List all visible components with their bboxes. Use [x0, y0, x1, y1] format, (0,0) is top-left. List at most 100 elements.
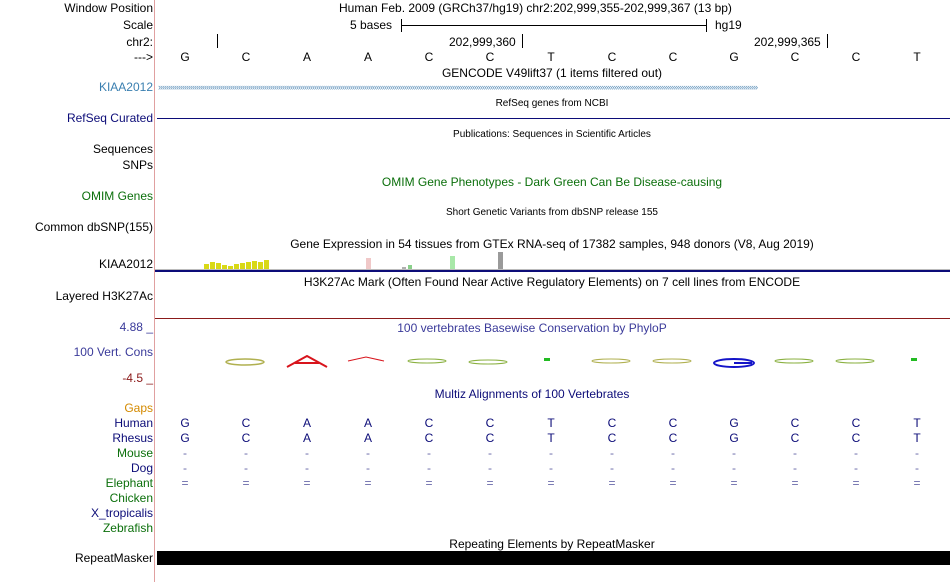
- refseq-track-title: RefSeq genes from NCBI: [495, 98, 609, 109]
- scale-db: hg19: [715, 18, 742, 32]
- gtex-bar: [264, 260, 269, 270]
- mouse-aligned-base: -: [549, 446, 553, 460]
- sequence-base: C: [790, 50, 800, 64]
- dog-aligned-base: -: [427, 461, 431, 475]
- dbsnp-track-label[interactable]: Common dbSNP(155): [34, 220, 153, 234]
- sequence-base: A: [302, 50, 311, 64]
- phylop-max-label: 4.88 _: [119, 320, 153, 334]
- species-label-dog[interactable]: Dog: [130, 461, 153, 475]
- elephant-aligned-base: =: [608, 476, 616, 490]
- rhesus-aligned-base: T: [913, 431, 921, 445]
- logo-g-small: [225, 358, 265, 366]
- logo-c-small: [835, 358, 875, 364]
- logo-t-small: [911, 358, 917, 361]
- refseq-gene-feature[interactable]: [157, 118, 950, 119]
- mouse-aligned-base: -: [366, 446, 370, 460]
- mouse-aligned-base: -: [610, 446, 614, 460]
- label-column-divider: [154, 0, 155, 582]
- repeatmasker-track-label[interactable]: RepeatMasker: [74, 551, 153, 565]
- logo-c-small: [591, 358, 631, 364]
- rhesus-aligned-base: G: [180, 431, 190, 445]
- mouse-aligned-base: -: [732, 446, 736, 460]
- gtex-gene-line: [155, 270, 950, 272]
- elephant-aligned-base: =: [669, 476, 677, 490]
- sequence-base: G: [729, 50, 739, 64]
- sequence-base: C: [851, 50, 861, 64]
- elephant-aligned-base: =: [364, 476, 372, 490]
- elephant-aligned-base: =: [547, 476, 555, 490]
- rhesus-aligned-base: C: [790, 431, 800, 445]
- elephant-aligned-base: =: [852, 476, 860, 490]
- elephant-aligned-base: =: [791, 476, 799, 490]
- sequence-base: C: [485, 50, 495, 64]
- repeatmasker-feature[interactable]: [157, 551, 950, 565]
- gtex-bar: [450, 256, 455, 270]
- dog-aligned-base: -: [732, 461, 736, 475]
- refseq-track-label[interactable]: RefSeq Curated: [66, 111, 153, 125]
- dog-aligned-base: -: [671, 461, 675, 475]
- pub-snps-label[interactable]: SNPs: [122, 158, 153, 172]
- repeatmasker-track-title: Repeating Elements by RepeatMasker: [449, 537, 655, 551]
- gtex-bar: [246, 262, 251, 270]
- human-aligned-base: C: [241, 416, 251, 430]
- pub-sequences-label[interactable]: Sequences: [92, 142, 153, 156]
- phylop-track-title: 100 vertebrates Basewise Conservation by…: [397, 321, 667, 335]
- scale-value: 5 bases: [350, 18, 393, 32]
- gtex-bar: [210, 262, 215, 270]
- sequence-base: C: [607, 50, 617, 64]
- logo-c-small: [468, 359, 508, 365]
- omim-track-label[interactable]: OMIM Genes: [81, 189, 153, 203]
- rhesus-aligned-base: G: [729, 431, 739, 445]
- mouse-aligned-base: -: [915, 446, 919, 460]
- species-label-zebrafish[interactable]: Zebrafish: [102, 521, 153, 535]
- gtex-baseline: [155, 269, 950, 270]
- sequence-base: T: [913, 50, 921, 64]
- mouse-aligned-base: -: [427, 446, 431, 460]
- omim-track-title: OMIM Gene Phenotypes - Dark Green Can Be…: [381, 175, 723, 189]
- h3k27ac-track-title: H3K27Ac Mark (Often Found Near Active Re…: [303, 275, 801, 289]
- dog-aligned-base: -: [854, 461, 858, 475]
- scale-bar-left-tick: [401, 19, 402, 32]
- species-label-chicken[interactable]: Chicken: [109, 491, 153, 505]
- gtex-bar: [234, 264, 239, 270]
- species-label-human[interactable]: Human: [114, 416, 153, 430]
- sequence-base: A: [363, 50, 372, 64]
- species-label-elephant[interactable]: Elephant: [105, 476, 153, 490]
- species-label-mouse[interactable]: Mouse: [116, 446, 153, 460]
- logo-t-small: [544, 358, 550, 361]
- elephant-aligned-base: =: [242, 476, 250, 490]
- dog-aligned-base: -: [366, 461, 370, 475]
- mouse-aligned-base: -: [793, 446, 797, 460]
- gtex-bar: [258, 262, 263, 270]
- logo-g-blue: [713, 358, 755, 368]
- human-aligned-base: C: [424, 416, 434, 430]
- h3k27ac-track-label[interactable]: Layered H3K27Ac: [55, 289, 153, 303]
- human-aligned-base: C: [851, 416, 861, 430]
- sequence-base: C: [241, 50, 251, 64]
- mouse-aligned-base: -: [488, 446, 492, 460]
- rhesus-aligned-base: C: [241, 431, 251, 445]
- window-position-value: Human Feb. 2009 (GRCh37/hg19) chr2:202,9…: [339, 1, 732, 15]
- gencode-gene-feature[interactable]: ››››››››››››››››››››››››››››››››››››››››…: [158, 82, 758, 92]
- phylop-track-label[interactable]: 100 Vert. Cons: [73, 345, 153, 359]
- gtex-track-title: Gene Expression in 54 tissues from GTEx …: [290, 237, 814, 251]
- logo-c-small: [652, 358, 692, 364]
- gtex-bar: [252, 261, 257, 270]
- sequence-base: C: [668, 50, 678, 64]
- publications-track-title: Publications: Sequences in Scientific Ar…: [453, 129, 651, 140]
- gencode-track-label[interactable]: KIAA2012: [98, 80, 153, 94]
- strand-label: --->: [134, 50, 153, 64]
- multiz-gaps-label: Gaps: [124, 401, 153, 415]
- window-position-label: Window Position: [64, 1, 153, 15]
- gtex-bar: [228, 266, 233, 270]
- logo-c-small: [407, 358, 447, 364]
- ruler-tick: [522, 34, 523, 48]
- human-aligned-base: C: [790, 416, 800, 430]
- dbsnp-track-title: Short Genetic Variants from dbSNP releas…: [446, 207, 658, 218]
- human-aligned-base: C: [485, 416, 495, 430]
- species-label-x_tropicalis[interactable]: X_tropicalis: [90, 506, 153, 520]
- dog-aligned-base: -: [488, 461, 492, 475]
- gtex-track-label[interactable]: KIAA2012: [98, 257, 153, 271]
- elephant-aligned-base: =: [181, 476, 189, 490]
- species-label-rhesus[interactable]: Rhesus: [112, 431, 153, 445]
